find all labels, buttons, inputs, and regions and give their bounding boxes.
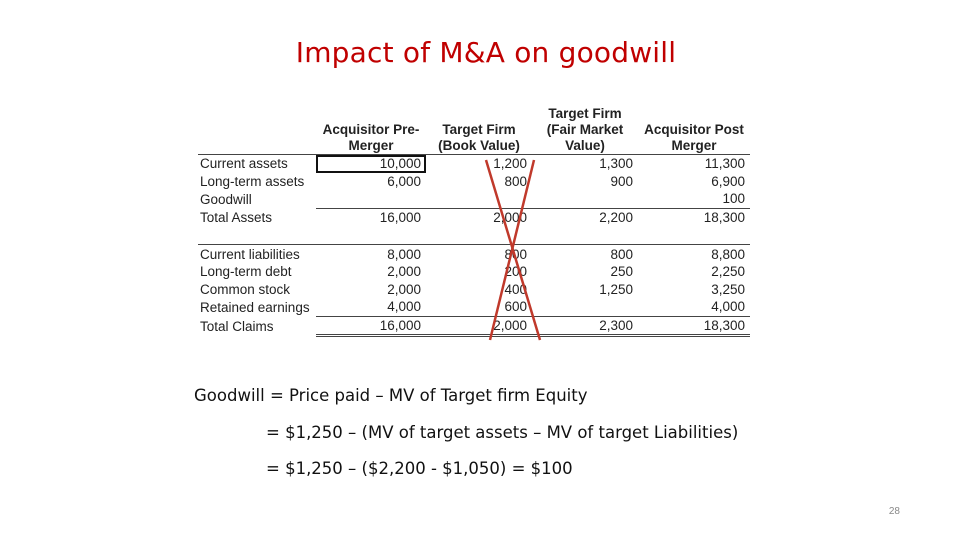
table-row: Current assets 10,000 1,200 1,300 11,300: [198, 153, 750, 173]
cell-value: 200: [504, 264, 527, 280]
cell-value: 2,300: [532, 315, 638, 338]
table-row: Current liabilities 8,000 800 800 8,800: [198, 244, 750, 263]
cell-value: 2,000: [387, 264, 421, 280]
cell-value: [316, 190, 426, 208]
cell-value: [532, 190, 638, 208]
goodwill-formula-line-3: = $1,250 – ($2,200 - $1,050) = $100: [266, 459, 573, 478]
cell-value: 2,000: [426, 207, 532, 227]
cell-value: 900: [610, 173, 633, 189]
cell-value: 2,000: [426, 315, 532, 338]
cell-value: 16,000: [316, 207, 426, 227]
table-row-total: Total Claims 16,000 2,000 2,300 18,300: [198, 315, 750, 338]
cell-value: 600: [504, 299, 527, 315]
row-label: Current liabilities: [198, 244, 316, 263]
cell-value: 3,250: [711, 281, 745, 297]
header-target-fair-market: Target Firm (Fair Market Value): [532, 106, 638, 155]
cell-value: 6,000: [387, 173, 421, 189]
table-header-row: Acquisitor Pre- Merger Target Firm (Book…: [198, 106, 750, 155]
table-spacer-row: [198, 226, 750, 245]
row-label: Total Claims: [200, 318, 274, 334]
row-label: Total Assets: [200, 209, 273, 225]
row-label: [198, 226, 316, 245]
row-label: Long-term assets: [200, 173, 305, 189]
cell-value: 8,000: [316, 244, 426, 263]
header-line: Merger: [348, 138, 394, 153]
row-label: Common stock: [200, 281, 291, 297]
goodwill-formula-line-1: Goodwill = Price paid – MV of Target fir…: [194, 386, 588, 405]
cell-value: [532, 298, 638, 316]
cell-value: 6,900: [711, 173, 745, 189]
cell-value: 800: [426, 244, 532, 263]
table-row: Long-term debt 2,000 200 250 2,250: [198, 263, 750, 281]
cell-value: 2,200: [532, 207, 638, 227]
header-target-book: Target Firm (Book Value): [426, 106, 532, 155]
cell-value: 1,300: [532, 153, 638, 173]
cell-value: 2,250: [711, 264, 745, 280]
cell-value: 18,300: [638, 207, 750, 227]
cell-value: [426, 226, 532, 245]
cell-value: 16,000: [316, 315, 426, 338]
header-line: Target Firm: [548, 106, 622, 121]
cell-value: 18,300: [638, 315, 750, 338]
cell-value: 4,000: [711, 299, 745, 315]
row-label: Current assets: [198, 153, 316, 173]
slide-title: Impact of M&A on goodwill: [295, 36, 677, 69]
cell-value: 11,300: [638, 153, 750, 173]
cell-value: 800: [504, 173, 527, 189]
row-label: Retained earnings: [200, 299, 310, 315]
header-line: Merger: [671, 138, 717, 153]
cell-value: 2,000: [387, 281, 421, 297]
cell-value: 250: [610, 264, 633, 280]
cell-value: 4,000: [387, 299, 421, 315]
header-acquisitor-pre: Acquisitor Pre- Merger: [316, 106, 426, 155]
cell-value: 1,200: [426, 153, 532, 173]
row-label: Long-term debt: [200, 264, 292, 280]
cell-value: [638, 226, 750, 245]
table-row-total: Total Assets 16,000 2,000 2,200 18,300: [198, 207, 750, 227]
goodwill-formula-line-2: = $1,250 – (MV of target assets – MV of …: [266, 423, 739, 442]
header-acquisitor-post: Acquisitor Post Merger: [638, 106, 750, 155]
balance-sheet-table: Acquisitor Pre- Merger Target Firm (Book…: [198, 106, 750, 338]
header-line: (Fair Market: [546, 122, 624, 137]
header-line: Target Firm: [442, 122, 516, 137]
header-blank: [198, 106, 316, 155]
table-row: Goodwill 100: [198, 190, 750, 208]
table-row: Long-term assets 6,000 800 900 6,900: [198, 173, 750, 191]
header-line: Value): [565, 138, 605, 153]
header-line: Acquisitor Pre-: [322, 122, 420, 137]
cell-value: 8,800: [638, 244, 750, 263]
page-number: 28: [888, 506, 900, 517]
table-row: Retained earnings 4,000 600 4,000: [198, 298, 750, 316]
cell-value: 1,250: [599, 281, 633, 297]
cell-value: 100: [722, 191, 745, 207]
cell-value: 800: [532, 244, 638, 263]
cell-value: [316, 226, 426, 245]
header-line: (Book Value): [438, 138, 520, 153]
cell-value: 400: [504, 281, 527, 297]
table-row: Common stock 2,000 400 1,250 3,250: [198, 281, 750, 299]
cell-value-selected[interactable]: 10,000: [316, 153, 426, 173]
row-label: Goodwill: [200, 191, 252, 207]
cell-value: [426, 190, 532, 208]
header-line: Acquisitor Post: [644, 122, 744, 137]
balance-sheet-table-container: Acquisitor Pre- Merger Target Firm (Book…: [198, 106, 750, 342]
cell-value: [532, 226, 638, 245]
